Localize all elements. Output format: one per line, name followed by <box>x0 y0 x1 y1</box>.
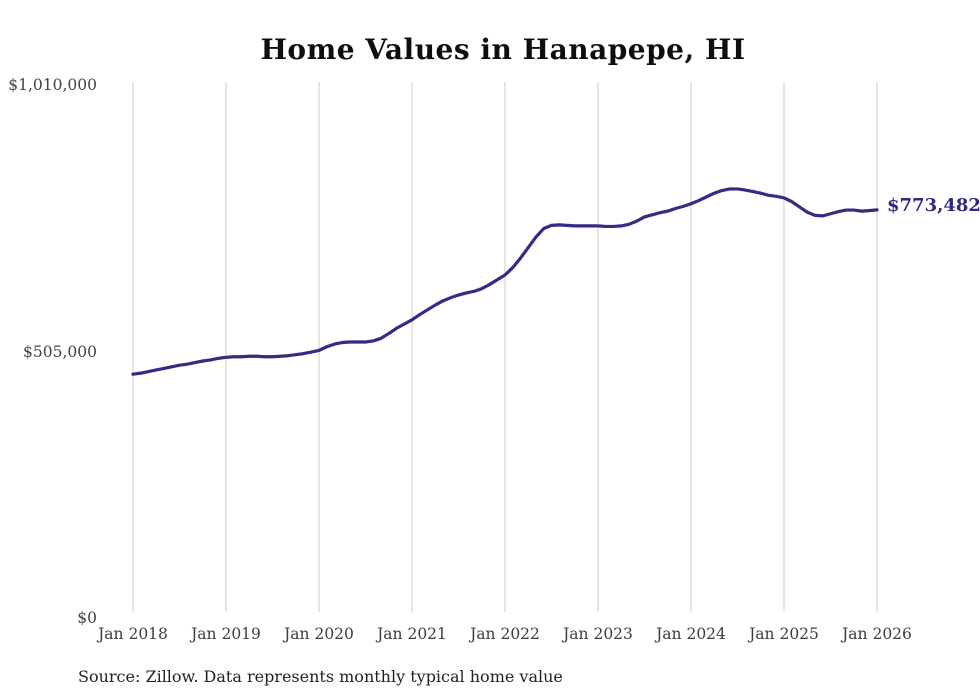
latest-value-annotation: $773,482 <box>887 195 980 216</box>
x-tick-label: Jan 2019 <box>191 625 261 643</box>
y-tick-label: $0 <box>77 609 97 627</box>
y-tick-label: $1,010,000 <box>8 76 97 94</box>
x-tick-label: Jan 2018 <box>98 625 168 643</box>
home-value-line <box>131 187 879 376</box>
x-tick-label: Jan 2026 <box>842 625 912 643</box>
source-note: Source: Zillow. Data represents monthly … <box>78 667 563 686</box>
x-tick-label: Jan 2020 <box>284 625 354 643</box>
x-tick-label: Jan 2024 <box>656 625 726 643</box>
y-tick-label: $505,000 <box>23 342 97 361</box>
chart-title: Home Values in Hanapepe, HI <box>260 33 746 66</box>
x-tick-label: Jan 2021 <box>377 625 447 643</box>
x-tick-label: Jan 2025 <box>749 625 819 643</box>
x-tick-label: Jan 2023 <box>563 625 633 643</box>
x-tick-label: Jan 2022 <box>470 625 540 643</box>
